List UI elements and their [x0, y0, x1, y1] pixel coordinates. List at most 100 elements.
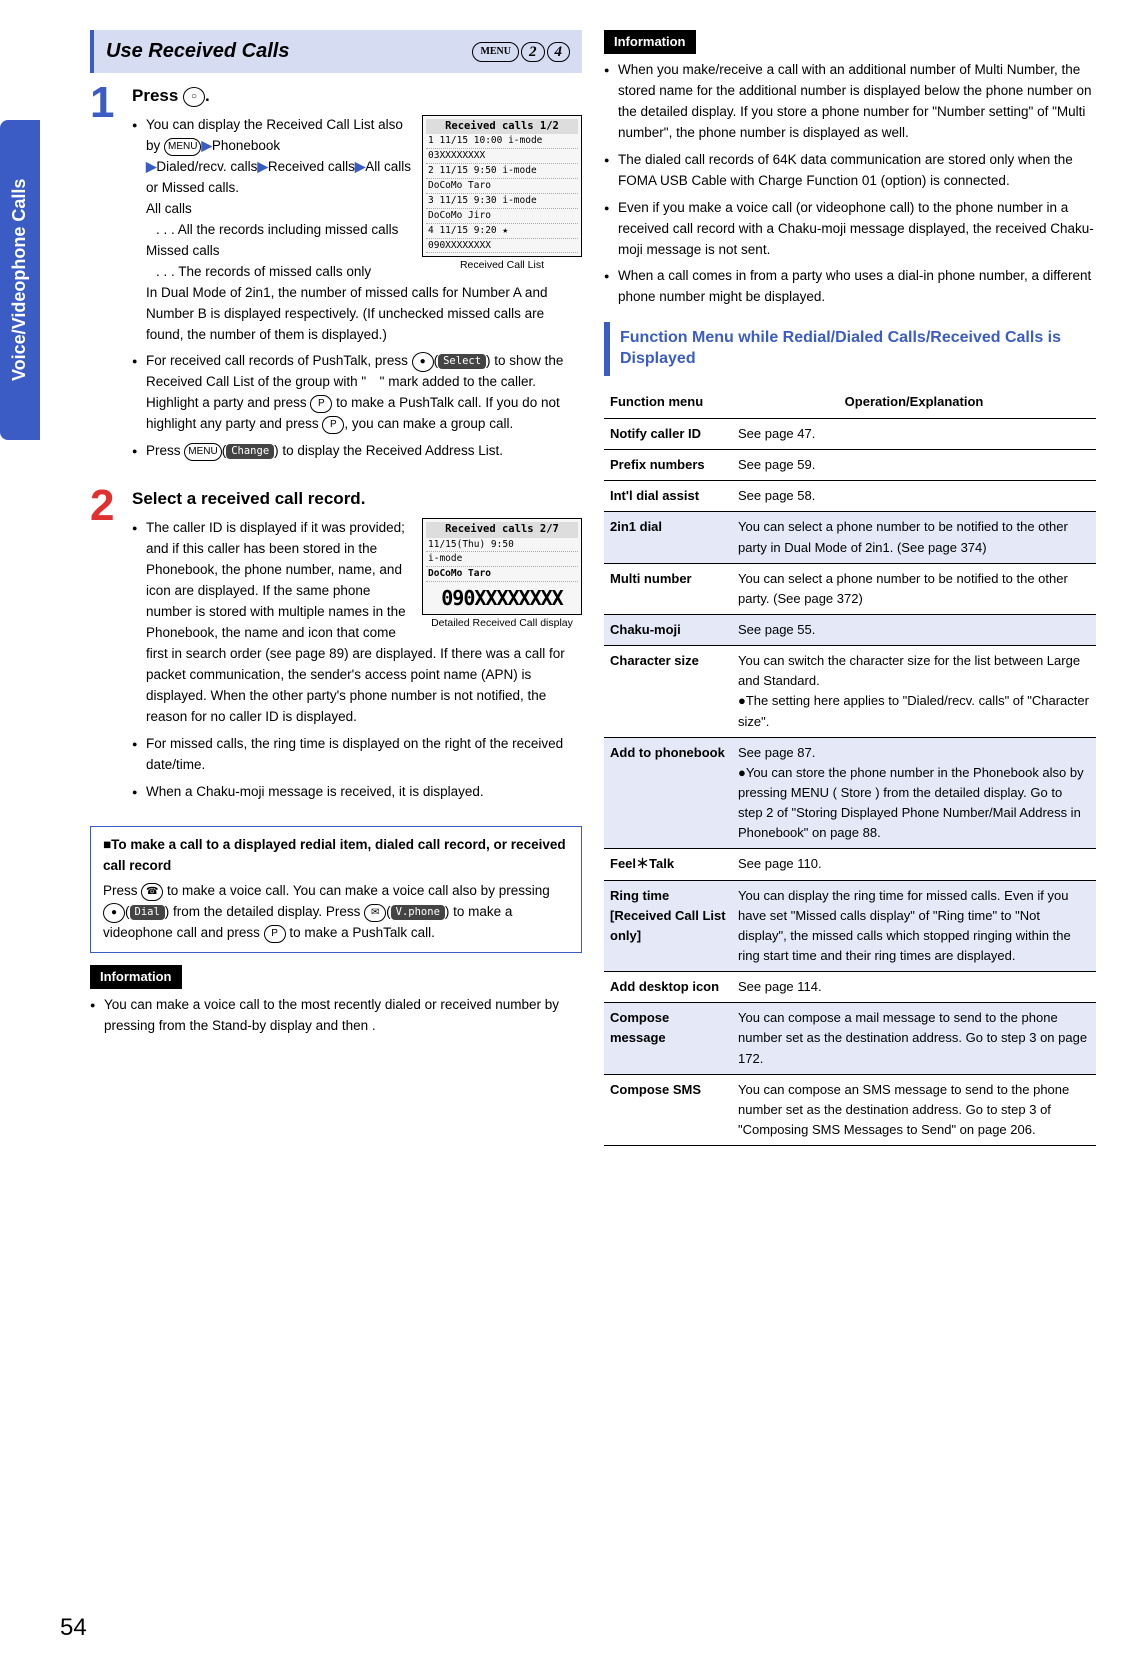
menu-key-icon: MENU	[164, 138, 201, 156]
ptt-key-icon: P	[322, 416, 344, 434]
digit-chip: 2	[521, 42, 545, 62]
function-explanation: See page 58.	[732, 481, 1096, 512]
table-row: Chaku-mojiSee page 55.	[604, 615, 1096, 646]
bullet: Press MENU(Change) to display the Receiv…	[132, 441, 582, 462]
function-explanation: You can select a phone number to be noti…	[732, 512, 1096, 563]
section-title: Use Received Calls	[106, 36, 289, 67]
table-row: Feel＊TalkSee page 110.	[604, 849, 1096, 880]
center-key-icon: ●	[412, 352, 434, 372]
function-explanation: You can display the ring time for missed…	[732, 880, 1096, 972]
callout-body: Press ☎ to make a voice call. You can ma…	[103, 881, 569, 944]
bullet: The caller ID is displayed if it was pro…	[132, 518, 582, 727]
function-explanation: See page 55.	[732, 615, 1096, 646]
bullet: The dialed call records of 64K data comm…	[604, 150, 1096, 192]
information-heading: Information	[604, 30, 696, 54]
text: Phonebook	[212, 138, 280, 153]
function-explanation: See page 47.	[732, 419, 1096, 450]
nav-key-icon: ○	[183, 87, 205, 107]
text: For received call records of PushTalk, p…	[146, 353, 412, 368]
text: Received calls	[268, 159, 355, 174]
text: to make a voice call. You can make a voi…	[163, 883, 549, 898]
table-row: Int'l dial assistSee page 58.	[604, 481, 1096, 512]
text: All calls	[146, 199, 582, 220]
table-row: Multi numberYou can select a phone numbe…	[604, 563, 1096, 614]
step-title: Select a received call record.	[132, 486, 582, 512]
arrow-icon: ▶	[355, 159, 365, 174]
table-row: Add desktop iconSee page 114.	[604, 972, 1096, 1003]
bullet: You can display the Received Call List a…	[132, 115, 582, 345]
function-name: Chaku-moji	[604, 615, 732, 646]
arrow-icon: ▶	[257, 159, 267, 174]
function-name: Add to phonebook	[604, 737, 732, 849]
text: Press	[103, 883, 141, 898]
bullet: You can make a voice call to the most re…	[90, 995, 582, 1037]
arrow-icon: ▶	[146, 159, 156, 174]
bullet: When you make/receive a call with an add…	[604, 60, 1096, 144]
step-number: 2	[90, 486, 122, 808]
left-column: Use Received Calls MENU 2 4 1 Press ○. R…	[90, 30, 582, 1146]
step-title: Press ○.	[132, 83, 582, 109]
text: Missed calls	[146, 241, 582, 262]
table-row: Ring time [Received Call List only]You c…	[604, 880, 1096, 972]
bullet: When a Chaku-moji message is received, i…	[132, 782, 582, 803]
function-name: Multi number	[604, 563, 732, 614]
text: from the detailed display. Press	[169, 904, 364, 919]
text: Press	[132, 86, 183, 105]
text: , you can make a group call.	[344, 416, 513, 431]
table-header: Function menu	[604, 386, 732, 419]
table-row: Compose SMSYou can compose an SMS messag…	[604, 1074, 1096, 1145]
page-number: 54	[60, 1609, 87, 1646]
call-key-icon: ☎	[141, 883, 163, 901]
table-row: Notify caller IDSee page 47.	[604, 419, 1096, 450]
step-number: 1	[90, 83, 122, 468]
function-explanation: You can select a phone number to be noti…	[732, 563, 1096, 614]
step-2: 2 Select a received call record. Receive…	[90, 486, 582, 808]
softkey-change: Change	[226, 444, 274, 459]
text: Press	[146, 443, 184, 458]
ptt-key-icon: P	[310, 395, 332, 413]
ptt-key-icon: P	[264, 925, 286, 943]
text: In Dual Mode of 2in1, the number of miss…	[146, 283, 582, 346]
function-explanation: See page 110.	[732, 849, 1096, 880]
softkey-dial: Dial	[130, 905, 165, 920]
softkey-vphone: V.phone	[391, 905, 445, 920]
function-explanation: You can compose a mail message to send t…	[732, 1003, 1096, 1074]
function-name: Add desktop icon	[604, 972, 732, 1003]
text: . . . All the records including missed c…	[146, 220, 582, 241]
function-name: Character size	[604, 646, 732, 738]
text: to make a PushTalk call.	[286, 925, 435, 940]
table-row: Compose messageYou can compose a mail me…	[604, 1003, 1096, 1074]
bullet: Even if you make a voice call (or videop…	[604, 198, 1096, 261]
text: to display the Received Address List.	[279, 443, 503, 458]
table-row: Add to phonebookSee page 87. ●You can st…	[604, 737, 1096, 849]
function-explanation: See page 87. ●You can store the phone nu…	[732, 737, 1096, 849]
menu-shortcut: MENU 2 4	[472, 42, 570, 62]
bullet: For received call records of PushTalk, p…	[132, 351, 582, 435]
arrow-icon: ▶	[201, 138, 211, 153]
callout-title: ■To make a call to a displayed redial it…	[103, 835, 569, 877]
function-name: 2in1 dial	[604, 512, 732, 563]
function-name: Int'l dial assist	[604, 481, 732, 512]
side-tab: Voice/Videophone Calls	[0, 120, 40, 440]
information-block: Information When you make/receive a call…	[604, 30, 1096, 308]
function-explanation: See page 59.	[732, 450, 1096, 481]
information-heading: Information	[90, 965, 182, 989]
right-column: Information When you make/receive a call…	[604, 30, 1096, 1146]
function-menu-table: Function menu Operation/Explanation Noti…	[604, 386, 1096, 1146]
function-menu-heading: Function Menu while Redial/Dialed Calls/…	[604, 322, 1096, 376]
table-header: Operation/Explanation	[732, 386, 1096, 419]
function-name: Compose SMS	[604, 1074, 732, 1145]
function-name: Feel＊Talk	[604, 849, 732, 880]
center-key-icon: ●	[103, 903, 125, 923]
bullet: When a call comes in from a party who us…	[604, 266, 1096, 308]
mail-key-icon: ✉	[364, 904, 386, 922]
table-row: 2in1 dialYou can select a phone number t…	[604, 512, 1096, 563]
text: .	[205, 86, 210, 105]
function-explanation: See page 114.	[732, 972, 1096, 1003]
table-row: Character sizeYou can switch the charact…	[604, 646, 1096, 738]
text: Dialed/recv. calls	[156, 159, 257, 174]
menu-key-icon: MENU	[184, 443, 221, 461]
function-name: Prefix numbers	[604, 450, 732, 481]
function-explanation: You can switch the character size for th…	[732, 646, 1096, 738]
table-row: Prefix numbersSee page 59.	[604, 450, 1096, 481]
